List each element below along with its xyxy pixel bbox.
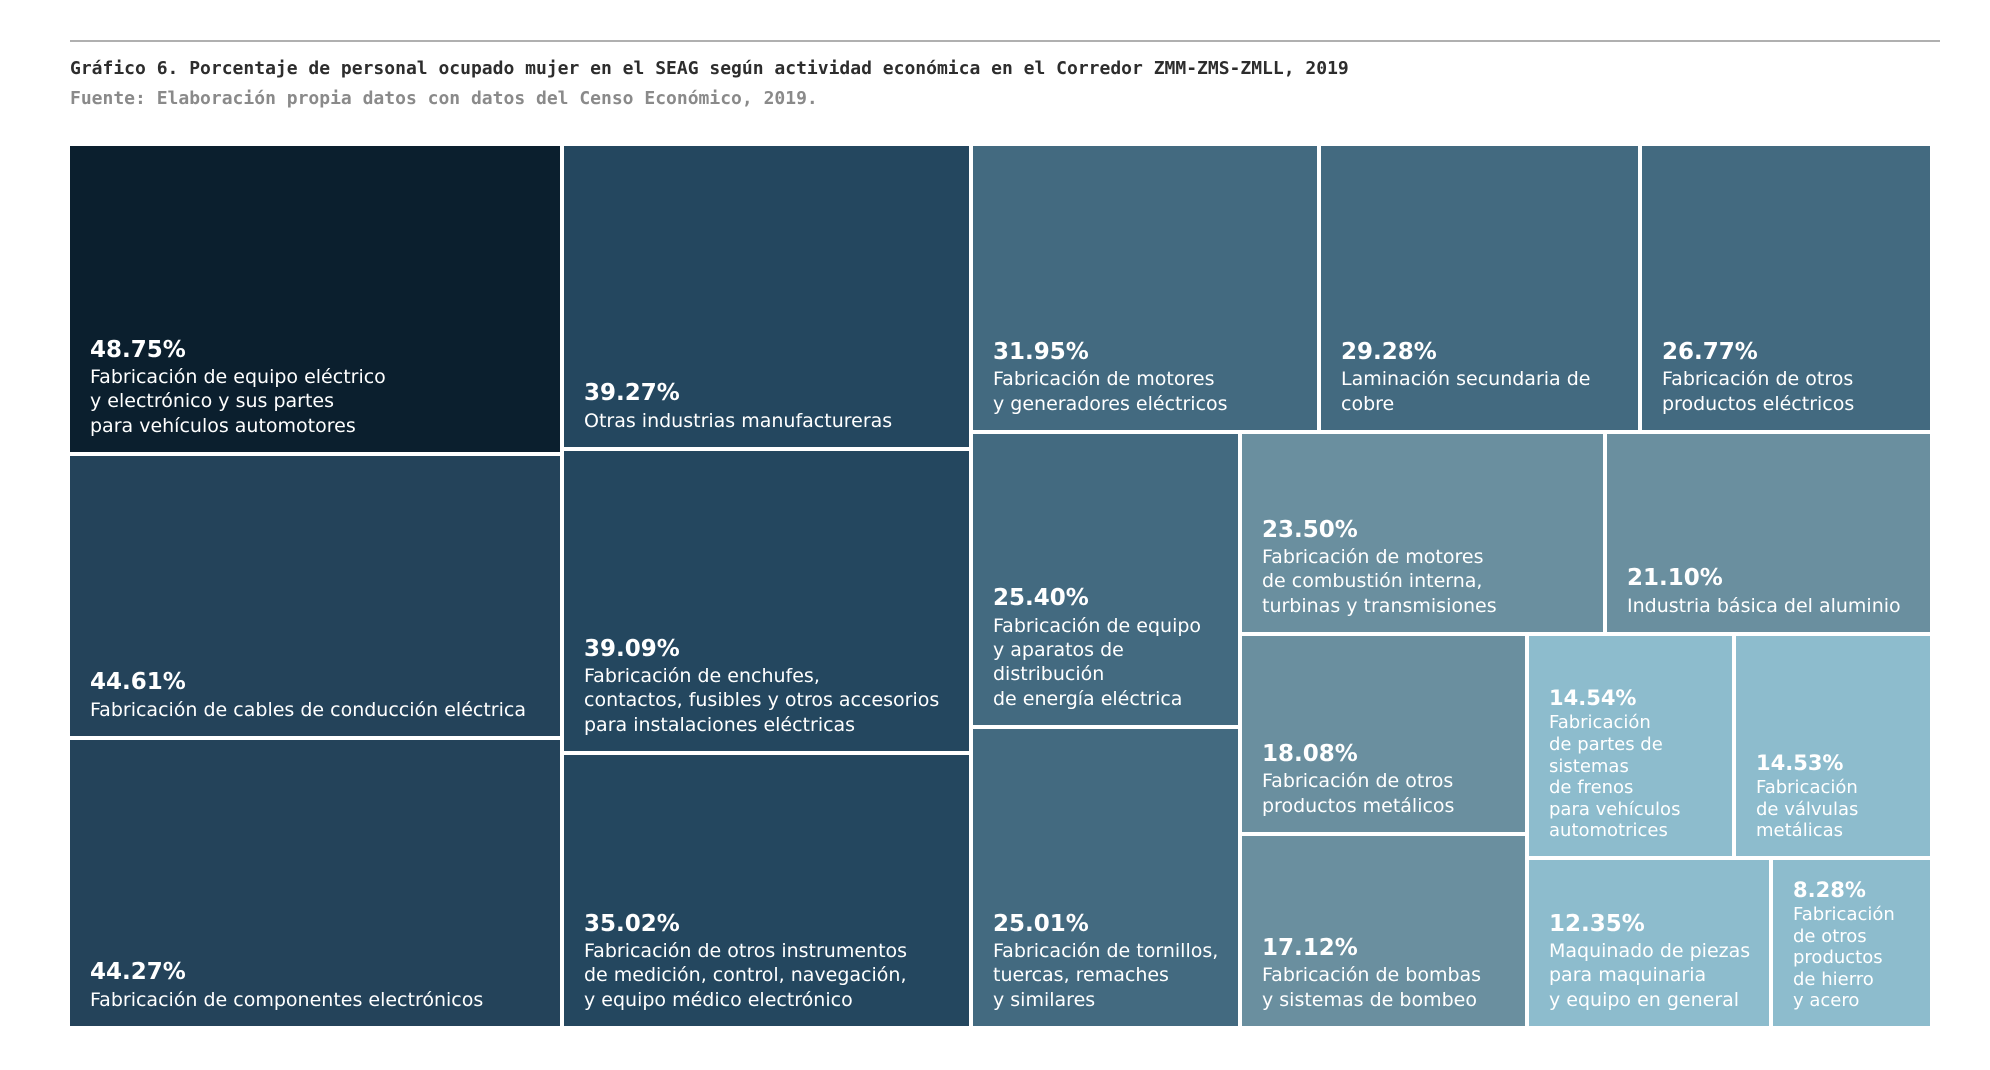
treemap-tile: 18.08% Fabricación de otros productos met… xyxy=(1242,636,1525,832)
tile-value: 21.10% xyxy=(1627,565,1723,592)
top-rule xyxy=(70,40,1940,42)
treemap-tile: 26.77% Fabricación de otros productos elé… xyxy=(1642,146,1930,430)
treemap-tile: 44.27% Fabricación de componentes electró… xyxy=(70,740,560,1026)
tile-value: 17.12% xyxy=(1262,934,1358,961)
treemap-tile: 39.09% Fabricación de enchufes, contactos… xyxy=(564,451,969,751)
tile-label: Fabricación de otros instrumentos de med… xyxy=(584,940,908,1011)
chart-title: Gráfico 6. Porcentaje de personal ocupad… xyxy=(70,58,1349,79)
tile-value: 25.01% xyxy=(993,910,1089,937)
tile-label: Fabricación de otros productos metálicos xyxy=(1262,770,1455,817)
treemap-tile: 25.40% Fabricación de equipo y aparatos d… xyxy=(973,434,1238,725)
tile-value: 44.27% xyxy=(90,959,186,986)
tile-value: 12.35% xyxy=(1549,910,1645,937)
tile-value: 29.28% xyxy=(1341,338,1437,365)
tile-label: Fabricación de enchufes, contactos, fusi… xyxy=(584,665,940,736)
tile-label: Fabricación de bombas y sistemas de bomb… xyxy=(1262,964,1482,1011)
tile-value: 44.61% xyxy=(90,669,186,696)
tile-value: 25.40% xyxy=(993,585,1089,612)
treemap: 48.75% Fabricación de equipo eléctrico y … xyxy=(70,146,1936,1026)
tile-value: 39.09% xyxy=(584,635,680,662)
treemap-tile: 31.95% Fabricación de motores y generador… xyxy=(973,146,1317,430)
chart-source: Fuente: Elaboración propia datos con dat… xyxy=(70,88,818,109)
treemap-tile: 14.53% Fabricación de válvulas metálicas xyxy=(1736,636,1930,856)
tile-value: 35.02% xyxy=(584,910,680,937)
tile-value: 8.28% xyxy=(1793,877,1866,902)
tile-label: Industria básica del aluminio xyxy=(1627,594,1901,617)
tile-value: 39.27% xyxy=(584,380,680,407)
tile-label: Otras industrias manufactureras xyxy=(584,409,893,432)
treemap-tile: 35.02% Fabricación de otros instrumentos … xyxy=(564,755,969,1026)
tile-label: Fabricación de componentes electrónicos xyxy=(90,988,484,1011)
tile-label: Fabricación de motores de combustión int… xyxy=(1262,546,1497,617)
treemap-tile: 29.28% Laminación secundaria de cobre xyxy=(1321,146,1638,430)
treemap-tile: 23.50% Fabricación de motores de combusti… xyxy=(1242,434,1603,632)
tile-label: Fabricación de motores y generadores elé… xyxy=(993,368,1228,415)
tile-value: 14.54% xyxy=(1549,686,1637,711)
tile-label: Fabricación de otros productos de hierro… xyxy=(1793,904,1895,1012)
treemap-tile: 25.01% Fabricación de tornillos, tuercas,… xyxy=(973,729,1238,1026)
treemap-tile: 8.28% Fabricación de otros productos de h… xyxy=(1773,860,1930,1026)
treemap-tile: 44.61% Fabricación de cables de conducció… xyxy=(70,456,560,736)
tile-label: Fabricación de tornillos, tuercas, remac… xyxy=(993,940,1219,1011)
tile-label: Fabricación de otros productos eléctrico… xyxy=(1662,368,1855,415)
treemap-tile: 21.10% Industria básica del aluminio xyxy=(1607,434,1930,632)
tile-label: Fabricación de equipo y aparatos de dist… xyxy=(993,614,1202,710)
tile-label: Fabricación de equipo eléctrico y electr… xyxy=(90,366,386,437)
treemap-tile: 48.75% Fabricación de equipo eléctrico y … xyxy=(70,146,560,452)
tile-value: 23.50% xyxy=(1262,516,1358,543)
tile-label: Laminación secundaria de cobre xyxy=(1341,368,1591,415)
tile-value: 18.08% xyxy=(1262,740,1358,767)
tile-label: Fabricación de cables de conducción eléc… xyxy=(90,698,526,721)
tile-label: Fabricación de partes de sistemas de fre… xyxy=(1549,712,1681,842)
treemap-tile: 12.35% Maquinado de piezas para maquinari… xyxy=(1529,860,1769,1026)
tile-value: 48.75% xyxy=(90,336,186,363)
tile-label: Fabricación de válvulas metálicas xyxy=(1756,777,1859,842)
treemap-tile: 14.54% Fabricación de partes de sistemas … xyxy=(1529,636,1732,856)
tile-label: Maquinado de piezas para maquinaria y eq… xyxy=(1549,940,1751,1011)
tile-value: 31.95% xyxy=(993,338,1089,365)
treemap-tile: 39.27% Otras industrias manufactureras xyxy=(564,146,969,447)
treemap-tile: 17.12% Fabricación de bombas y sistemas d… xyxy=(1242,836,1525,1026)
tile-value: 26.77% xyxy=(1662,338,1758,365)
tile-value: 14.53% xyxy=(1756,751,1844,776)
